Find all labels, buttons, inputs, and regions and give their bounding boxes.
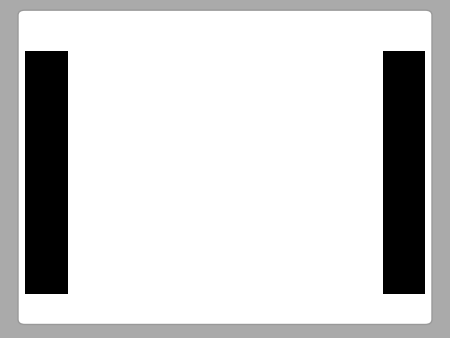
Text: Figure A.1: Figure A.1 — [63, 303, 128, 314]
Text: FUNGI: FUNGI — [204, 86, 246, 99]
Text: PLANTAE: PLANTAE — [130, 94, 188, 107]
Ellipse shape — [171, 192, 279, 274]
Ellipse shape — [179, 37, 271, 149]
Ellipse shape — [143, 139, 307, 199]
Ellipse shape — [245, 47, 337, 153]
Text: ANIMALIA: ANIMALIA — [258, 94, 324, 107]
Text: MONERA: MONERA — [196, 226, 254, 239]
Ellipse shape — [113, 47, 205, 153]
Text: PROTISTA: PROTISTA — [194, 162, 256, 175]
Text: Whittaker’s five-kingdom system of classification: Whittaker’s five-kingdom system of class… — [109, 304, 386, 314]
